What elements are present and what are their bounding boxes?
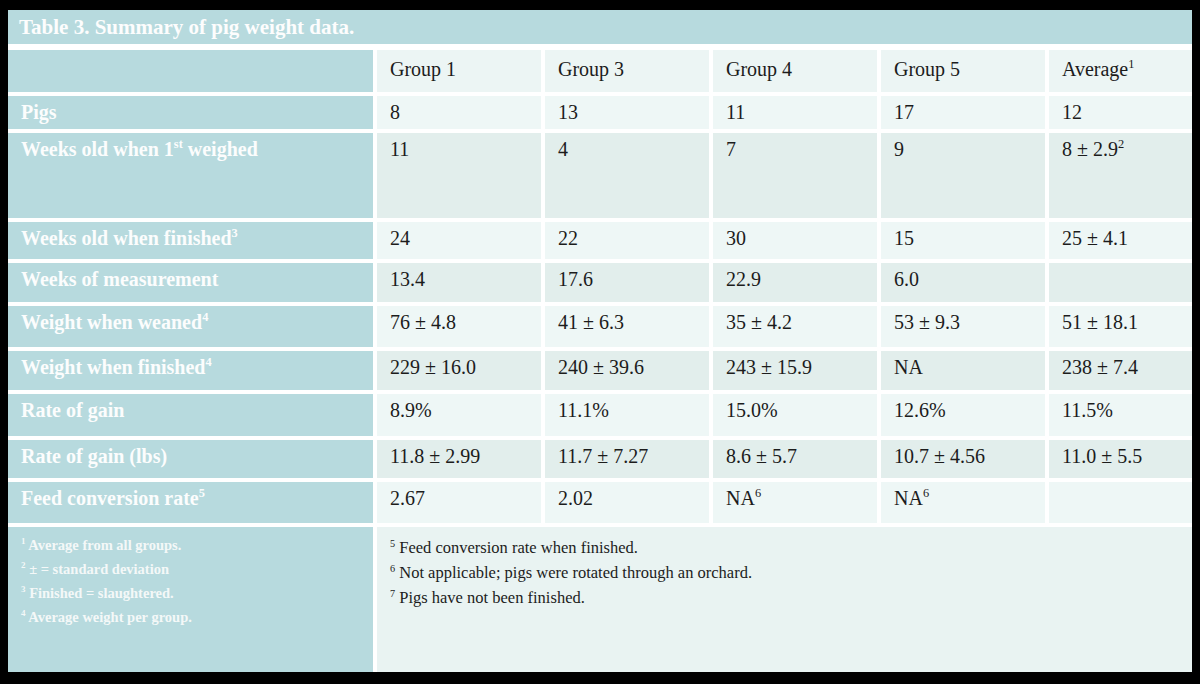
data-cell: 11.5%: [1049, 394, 1192, 436]
data-cell: 17: [881, 96, 1045, 129]
data-cell: 30: [713, 222, 877, 259]
data-cell: 35 ± 4.2: [713, 306, 877, 347]
data-cell: 11: [377, 133, 541, 218]
data-cell: 11.1%: [545, 394, 709, 436]
row-label: Pigs: [8, 96, 373, 129]
data-cell: 229 ± 16.0: [377, 351, 541, 390]
row-label: Weeks of measurement: [8, 263, 373, 302]
pig-weight-table: Group 1 Group 3 Group 4 Group 5 Average1…: [8, 50, 1192, 672]
data-cell: 10.7 ± 4.56: [881, 440, 1045, 478]
data-cell: 22: [545, 222, 709, 259]
data-cell: 11.7 ± 7.27: [545, 440, 709, 478]
data-cell: 8.6 ± 5.7: [713, 440, 877, 478]
data-cell: 11.0 ± 5.5: [1049, 440, 1192, 478]
data-cell: 12.6%: [881, 394, 1045, 436]
data-cell: 53 ± 9.3: [881, 306, 1045, 347]
data-cell: 6.0: [881, 263, 1045, 302]
data-cell: 22.9: [713, 263, 877, 302]
data-cell: 12: [1049, 96, 1192, 129]
row-label: Rate of gain: [8, 394, 373, 436]
footnote-7: 7 Pigs have not been finished.: [390, 585, 1182, 610]
column-header-average: Average1: [1049, 50, 1192, 92]
data-cell: 17.6: [545, 263, 709, 302]
row-label: Weeks old when 1st weighed: [8, 133, 373, 218]
data-cell: 76 ± 4.8: [377, 306, 541, 347]
data-cell: 238 ± 7.4: [1049, 351, 1192, 390]
data-cell: 25 ± 4.1: [1049, 222, 1192, 259]
data-cell: 2.02: [545, 482, 709, 523]
data-cell: 11.8 ± 2.99: [377, 440, 541, 478]
data-cell: NA: [881, 351, 1045, 390]
data-cell: 2.67: [377, 482, 541, 523]
row-label: Weight when weaned4: [8, 306, 373, 347]
row-label: Weight when finished4: [8, 351, 373, 390]
data-cell: 8 ± 2.92: [1049, 133, 1192, 218]
table-panel: Table 3. Summary of pig weight data. Gro…: [8, 10, 1192, 672]
data-cell: 41 ± 6.3: [545, 306, 709, 347]
data-cell: 13.4: [377, 263, 541, 302]
column-header-group-4: Group 4: [713, 50, 877, 92]
footnote-4: 4 Average weight per group.: [21, 605, 365, 629]
footnote-2: 2 ± = standard deviation: [21, 557, 365, 581]
data-cell: 24: [377, 222, 541, 259]
data-cell: 15.0%: [713, 394, 877, 436]
column-header-group-3: Group 3: [545, 50, 709, 92]
column-header-group-5: Group 5: [881, 50, 1045, 92]
footnotes-right: 5 Feed conversion rate when finished. 6 …: [377, 527, 1192, 672]
footnote-3: 3 Finished = slaughtered.: [21, 581, 365, 605]
row-label: Rate of gain (lbs): [8, 440, 373, 478]
data-cell: 243 ± 15.9: [713, 351, 877, 390]
data-cell: NA6: [881, 482, 1045, 523]
corner-cell: [8, 50, 373, 92]
data-cell: [1049, 482, 1192, 523]
data-cell: 13: [545, 96, 709, 129]
data-cell: NA6: [713, 482, 877, 523]
data-cell: 51 ± 18.1: [1049, 306, 1192, 347]
row-label: Feed conversion rate5: [8, 482, 373, 523]
data-cell: 8: [377, 96, 541, 129]
data-cell: 15: [881, 222, 1045, 259]
table-title: Table 3. Summary of pig weight data.: [8, 10, 1192, 44]
data-cell: 7: [713, 133, 877, 218]
row-label: Weeks old when finished3: [8, 222, 373, 259]
data-cell: 240 ± 39.6: [545, 351, 709, 390]
footnote-6: 6 Not applicable; pigs were rotated thro…: [390, 560, 1182, 585]
footnotes-left: 1 Average from all groups. 2 ± = standar…: [8, 527, 373, 672]
data-cell: [1049, 263, 1192, 302]
data-cell: 8.9%: [377, 394, 541, 436]
data-cell: 11: [713, 96, 877, 129]
footnote-5: 5 Feed conversion rate when finished.: [390, 535, 1182, 560]
column-header-group-1: Group 1: [377, 50, 541, 92]
data-cell: 4: [545, 133, 709, 218]
footnote-1: 1 Average from all groups.: [21, 533, 365, 557]
data-cell: 9: [881, 133, 1045, 218]
